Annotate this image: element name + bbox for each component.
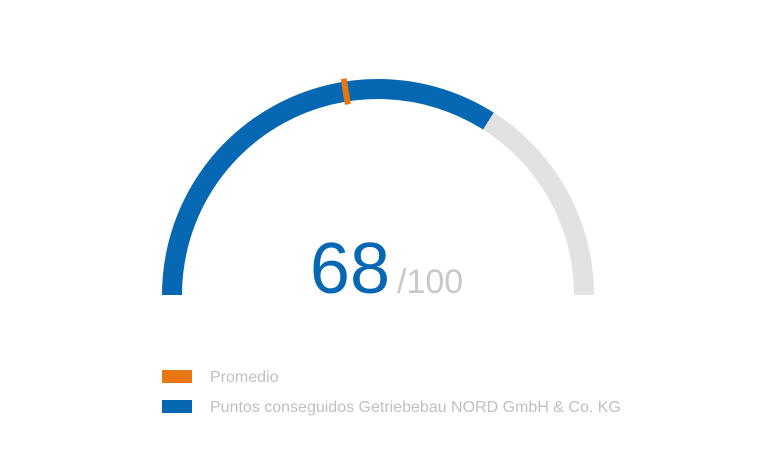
gauge-value-arc xyxy=(162,79,494,296)
legend-label: Puntos conseguidos Getriebebau NORD GmbH… xyxy=(210,399,621,416)
legend-swatch xyxy=(162,370,192,383)
gauge-value: 68 xyxy=(310,229,390,309)
average-marker xyxy=(340,78,351,105)
gauge-max: /100 xyxy=(397,263,463,301)
legend-swatch xyxy=(162,400,192,413)
legend-label: Promedio xyxy=(210,369,279,386)
